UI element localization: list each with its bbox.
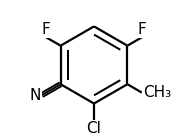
Text: Cl: Cl — [86, 121, 102, 136]
Text: F: F — [42, 22, 51, 37]
Text: CH₃: CH₃ — [143, 85, 171, 100]
Text: N: N — [30, 88, 41, 103]
Text: F: F — [137, 22, 146, 37]
